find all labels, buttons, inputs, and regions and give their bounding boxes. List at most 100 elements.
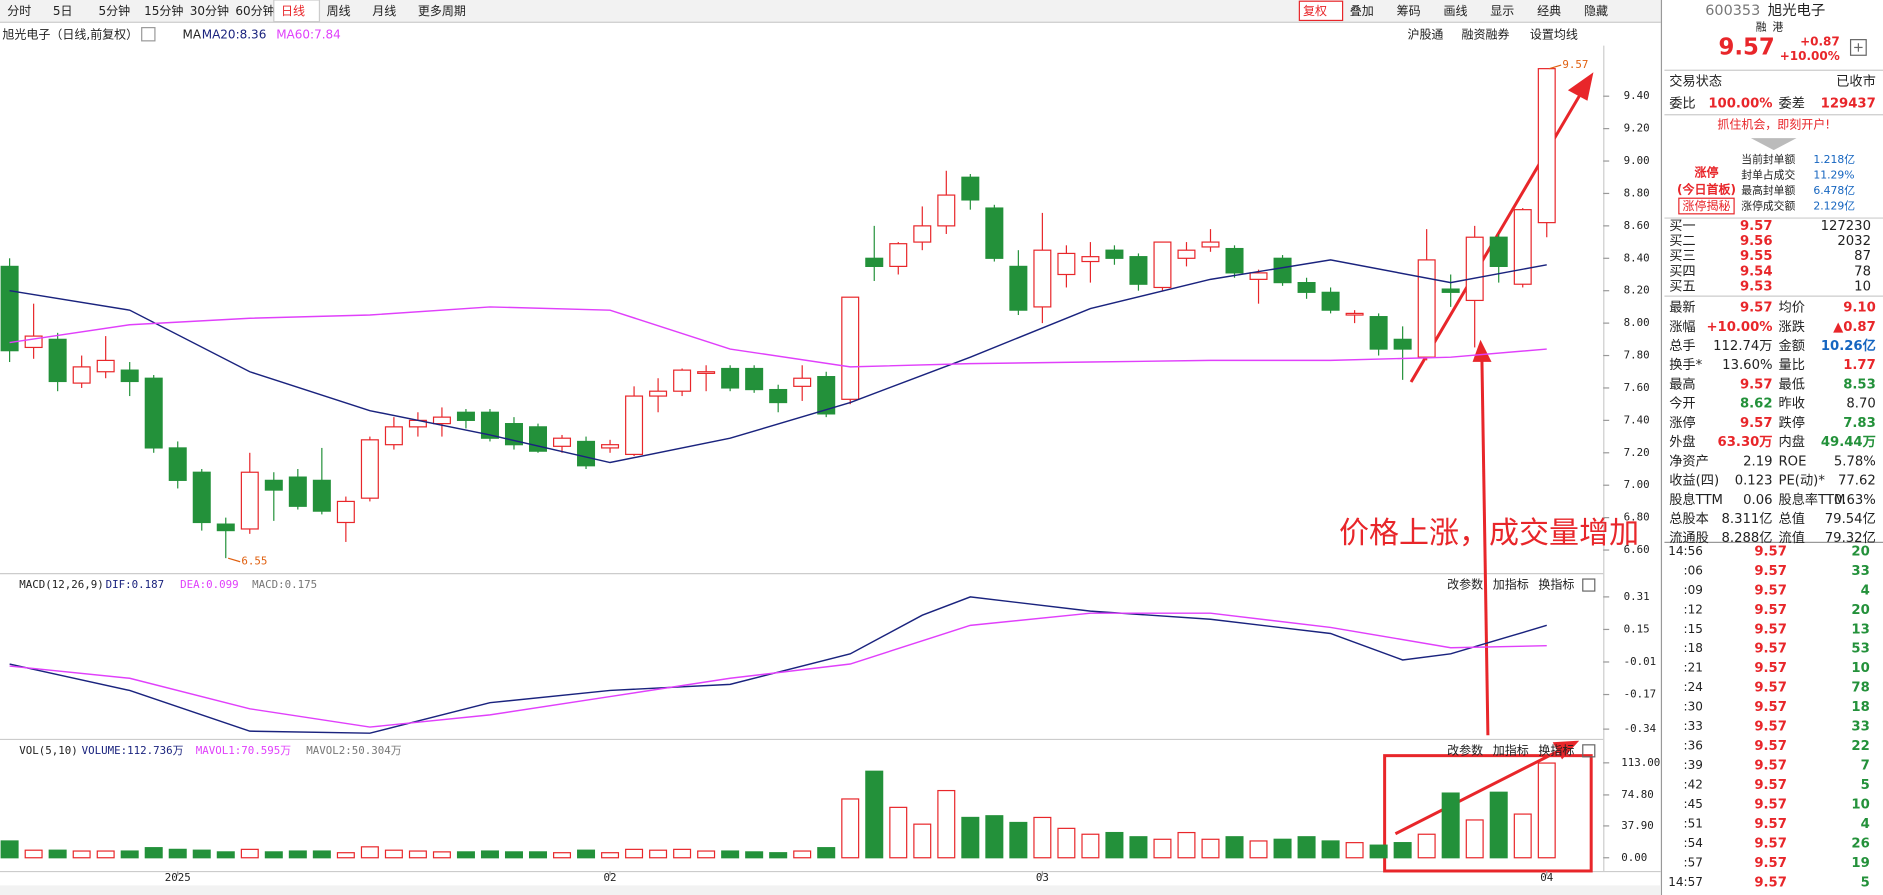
volume-bar	[793, 850, 812, 859]
stat-label: 股息率TTM	[1779, 491, 1846, 508]
candle-body	[1153, 241, 1172, 289]
volume-bar	[96, 850, 115, 859]
arrow-head	[1472, 339, 1492, 362]
stat-value: 8.53	[1843, 377, 1876, 392]
pane-button[interactable]: 换指标	[1538, 577, 1574, 592]
button-frame[interactable]	[1678, 197, 1735, 215]
x-tick-label: 03	[1036, 871, 1049, 884]
x-tick-label: 02	[604, 871, 617, 884]
collapse-icon[interactable]	[1750, 138, 1797, 151]
period-tab[interactable]: 5分钟	[98, 3, 130, 18]
volume-bar	[1489, 791, 1508, 859]
pane-button[interactable]: 加指标	[1493, 577, 1529, 592]
stat-value: 63.30万	[1718, 434, 1773, 450]
volume-bar	[240, 848, 259, 859]
volume-bar	[1177, 831, 1196, 859]
volume-bar	[1393, 842, 1412, 859]
volume-bar	[1345, 842, 1364, 859]
stat-label: 流值	[1779, 530, 1805, 546]
y-tick-label: 8.40	[1624, 251, 1650, 264]
period-tab[interactable]: 15分钟	[144, 3, 183, 18]
candle-body	[24, 335, 43, 349]
candle-body	[72, 366, 91, 384]
stat-label: 内盘	[1779, 433, 1805, 450]
stat-value: 9.57	[1740, 416, 1773, 431]
period-tab[interactable]: 60分钟	[235, 3, 274, 18]
tool-button[interactable]: 隐藏	[1584, 4, 1608, 18]
help-icon[interactable]	[141, 27, 156, 42]
close-button[interactable]	[1582, 578, 1596, 592]
volume-bar	[721, 850, 740, 859]
period-tab[interactable]: 分时	[7, 4, 31, 18]
limit-label: 最高封单额	[1741, 183, 1795, 197]
tool-button[interactable]: 叠加	[1350, 4, 1374, 18]
pane-button[interactable]: 加指标	[1493, 742, 1529, 757]
y-tick-label: 7.40	[1624, 413, 1650, 426]
candle-body	[1081, 256, 1100, 263]
stat-value: +10.00%	[1706, 320, 1772, 335]
promo-link[interactable]: 抓住机会，即刻开户!	[1717, 116, 1830, 131]
volume-bar	[0, 840, 19, 859]
period-tab[interactable]: 周线	[327, 4, 351, 18]
price-marker	[1548, 64, 1562, 70]
volume-bar	[985, 815, 1004, 859]
pane-button[interactable]: 换指标	[1538, 742, 1574, 757]
stat-value: 79.32亿	[1825, 530, 1876, 546]
book-price: 9.56	[1740, 234, 1773, 249]
stat-label: 外盘	[1669, 433, 1695, 450]
book-volume: 10	[1854, 279, 1871, 294]
link[interactable]: 沪股通	[1407, 27, 1443, 41]
pane-button[interactable]: 改参数	[1447, 577, 1483, 592]
volume-bar	[1537, 762, 1556, 859]
stat-label: 最低	[1779, 376, 1805, 392]
tool-button[interactable]: 经典	[1537, 4, 1561, 18]
candle-body	[817, 376, 836, 415]
candle-body	[456, 411, 475, 421]
link[interactable]: 融资融券	[1461, 26, 1509, 41]
tool-button[interactable]: 复权	[1303, 4, 1327, 18]
candle-body	[384, 426, 403, 446]
chart-title: 旭光电子（日线,前复权）	[2, 26, 138, 41]
arrow	[1480, 357, 1490, 736]
tick-volume: 4	[1861, 817, 1870, 832]
candle-body	[48, 338, 67, 383]
tick-price: 9.57	[1754, 778, 1787, 793]
x-tick-label: 04	[1540, 871, 1553, 884]
period-tab[interactable]: 月线	[372, 4, 396, 18]
limit-button[interactable]: 涨停揭秘	[1682, 198, 1730, 213]
pane-button[interactable]: 改参数	[1447, 742, 1483, 757]
candle-body	[312, 479, 331, 512]
candle-body	[264, 479, 283, 491]
y-tick-label: 7.60	[1624, 381, 1650, 394]
tick-volume: 5	[1861, 778, 1870, 793]
limit-subtitle: (今日首板)	[1677, 181, 1736, 196]
candle-body	[0, 265, 19, 352]
volume-bar	[649, 849, 668, 859]
candle-body	[96, 359, 115, 373]
tool-button[interactable]: 画线	[1443, 4, 1467, 18]
add-button[interactable]	[1849, 39, 1867, 56]
period-tab[interactable]: 30分钟	[190, 3, 229, 18]
limit-label: 当前封单额	[1741, 152, 1795, 166]
candle-body	[1057, 252, 1076, 276]
indicator-label: MAVOL1:70.595万	[196, 744, 291, 757]
volume-bar	[1321, 840, 1340, 859]
stat-value: 112.74万	[1713, 339, 1772, 354]
tool-button[interactable]: 筹码	[1397, 4, 1421, 18]
stat-value: 5.78%	[1834, 454, 1876, 469]
tick-volume: 10	[1851, 661, 1869, 676]
tool-button[interactable]: 显示	[1490, 4, 1514, 18]
limit-value: 2.129亿	[1813, 200, 1855, 213]
period-tab[interactable]: 日线	[281, 4, 305, 18]
candle-body	[336, 500, 355, 524]
tag: 融	[1756, 21, 1767, 34]
period-tab[interactable]: 更多周期	[418, 4, 466, 18]
link[interactable]: 设置均线	[1530, 27, 1578, 41]
volume-bar	[1057, 827, 1076, 859]
close-button[interactable]	[1582, 744, 1596, 758]
book-price: 9.53	[1740, 279, 1773, 294]
period-tab[interactable]: 5日	[53, 4, 73, 18]
volume-bar	[577, 849, 596, 859]
candle-body	[1345, 312, 1364, 316]
candle-body	[577, 440, 596, 467]
